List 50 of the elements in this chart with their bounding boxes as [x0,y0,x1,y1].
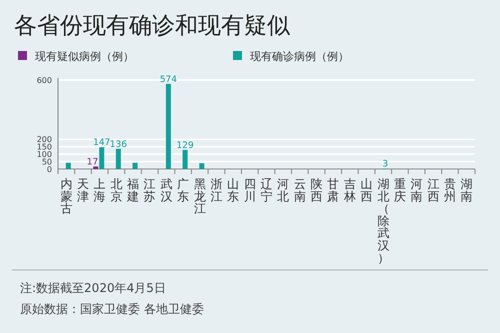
x-tick-label: 甘肃 [327,177,340,204]
x-tick-label: 陕西 [310,177,323,204]
x-tick-label: 贵州 [444,177,456,204]
x-tick-label: 辽宁 [260,177,272,204]
x-tick-label: 山东 [227,177,240,204]
legend-label: 现有确诊病例（例） [250,50,349,63]
bar [93,166,98,169]
bar [166,84,171,169]
bar [99,147,104,169]
x-tick-label: 内蒙古 [60,177,72,216]
x-tick-label: 吉林 [342,177,356,204]
x-tick-label: 湖北（除武汉） [377,177,390,265]
x-tick-label: 上海 [94,177,106,204]
text: 原始数据：国家卫健委 各地卫健委 [20,302,204,316]
x-tick-label: 黑龙江 [194,177,206,216]
bar [182,150,188,169]
data-label: 129 [176,140,194,151]
x-tick-label: 武汉 [160,177,172,204]
y-tick-label: 50 [42,157,52,166]
bar [132,162,138,169]
data-label: 574 [160,74,178,85]
bar [199,163,204,169]
x-tick-label: 山西 [360,177,373,204]
y-tick-label: 200 [36,135,52,144]
data-label: 3 [382,160,388,170]
x-tick-label: 江苏 [144,177,156,204]
x-tick-label: 天津 [77,177,90,204]
y-tick-label: 600 [36,76,52,85]
x-tick-label: 云南 [294,177,306,204]
data-label: 136 [110,140,128,150]
x-tick-label: 福建 [126,177,140,204]
x-tick-label: 四川 [244,177,256,204]
x-tick-label: 广东 [177,177,190,204]
x-tick-label: 河南 [410,177,423,204]
y-tick-label: 0 [46,164,52,174]
x-tick-label: 北京 [110,177,122,204]
y-tick-label: 100 [36,150,52,159]
y-tick-label: 150 [36,142,52,152]
x-tick-label: 浙江 [210,177,222,204]
x-tick-label: 河北 [277,177,290,204]
bar [116,148,121,169]
legend-label: 现有疑似病例（例） [35,50,134,63]
bar [66,162,71,169]
x-tick-label: 重庆 [394,177,406,204]
x-tick-label: 湖南 [460,177,473,204]
text: 注:数据截至2020年4月5日 [20,281,166,295]
chart-title: 各省份现有确诊和现有疑似 [14,13,290,39]
x-tick-label: 江西 [427,177,440,204]
data-label: 17 [86,157,98,168]
data-label: 147 [93,138,110,148]
